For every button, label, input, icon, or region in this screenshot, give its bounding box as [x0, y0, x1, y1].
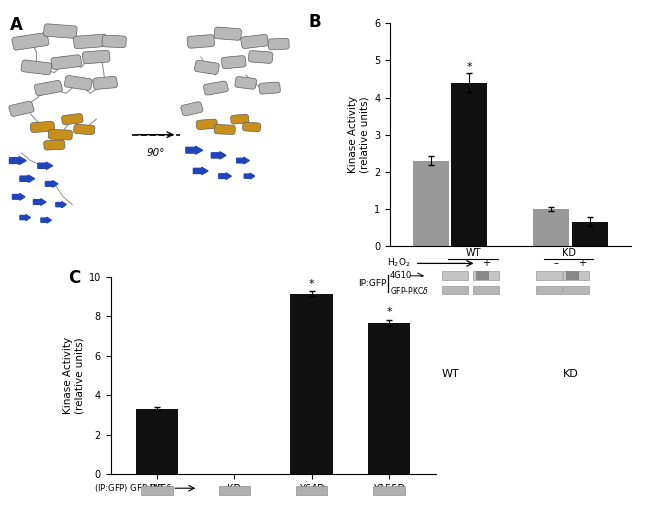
FancyArrow shape	[41, 217, 51, 223]
Text: IP:GFP: IP:GFP	[358, 279, 387, 288]
FancyBboxPatch shape	[242, 122, 261, 132]
Text: KD: KD	[562, 249, 576, 258]
Text: KD: KD	[562, 369, 578, 379]
Bar	[571, 222, 608, 246]
FancyArrow shape	[244, 173, 255, 179]
FancyArrow shape	[219, 173, 231, 179]
Bar	[136, 409, 178, 474]
FancyBboxPatch shape	[83, 50, 110, 64]
FancyArrow shape	[20, 175, 34, 182]
FancyBboxPatch shape	[214, 27, 242, 40]
FancyArrow shape	[10, 156, 26, 165]
FancyBboxPatch shape	[196, 119, 218, 130]
FancyBboxPatch shape	[62, 113, 83, 125]
Text: A: A	[10, 16, 22, 34]
FancyBboxPatch shape	[73, 124, 95, 135]
Text: (IP:GFP) GFP-PKC$\delta$: (IP:GFP) GFP-PKC$\delta$	[94, 482, 173, 494]
FancyArrow shape	[237, 157, 250, 164]
FancyBboxPatch shape	[44, 24, 77, 38]
Text: B: B	[309, 13, 321, 31]
FancyBboxPatch shape	[64, 76, 92, 90]
FancyBboxPatch shape	[268, 38, 289, 50]
FancyArrow shape	[211, 152, 226, 159]
FancyArrow shape	[38, 162, 53, 169]
Text: 90°: 90°	[147, 148, 165, 157]
Text: WT: WT	[465, 249, 481, 258]
FancyBboxPatch shape	[214, 124, 235, 135]
Bar	[368, 323, 410, 474]
FancyBboxPatch shape	[51, 55, 82, 69]
Text: 4G10: 4G10	[390, 271, 412, 280]
FancyBboxPatch shape	[9, 101, 34, 117]
FancyBboxPatch shape	[12, 33, 49, 50]
Y-axis label: Kinase Activity
(relative units): Kinase Activity (relative units)	[348, 96, 370, 173]
FancyBboxPatch shape	[34, 80, 62, 96]
FancyBboxPatch shape	[181, 102, 203, 116]
FancyBboxPatch shape	[102, 35, 126, 48]
FancyArrow shape	[194, 167, 208, 175]
FancyArrow shape	[186, 146, 203, 154]
Text: *: *	[467, 62, 472, 71]
FancyBboxPatch shape	[235, 77, 257, 89]
FancyBboxPatch shape	[93, 76, 118, 90]
Text: +: +	[482, 258, 490, 268]
Text: –: –	[554, 258, 559, 268]
Text: –: –	[458, 258, 463, 268]
Text: H$_2$O$_2$: H$_2$O$_2$	[387, 257, 410, 269]
FancyBboxPatch shape	[231, 114, 249, 124]
FancyBboxPatch shape	[222, 55, 246, 69]
FancyArrow shape	[12, 194, 25, 200]
FancyArrow shape	[56, 202, 66, 208]
Text: *: *	[309, 279, 315, 289]
Text: GFP-PKC$\delta$: GFP-PKC$\delta$	[390, 284, 429, 296]
FancyBboxPatch shape	[259, 82, 280, 94]
FancyBboxPatch shape	[187, 35, 214, 48]
FancyArrow shape	[33, 199, 46, 205]
FancyArrow shape	[20, 214, 31, 221]
Bar	[413, 161, 449, 246]
Bar	[291, 294, 333, 474]
FancyBboxPatch shape	[44, 140, 65, 150]
FancyBboxPatch shape	[194, 60, 219, 75]
Text: C: C	[68, 269, 81, 287]
Y-axis label: Kinase Activity
(relative units): Kinase Activity (relative units)	[63, 337, 84, 414]
FancyArrow shape	[46, 181, 58, 187]
Bar	[533, 209, 569, 246]
FancyBboxPatch shape	[73, 34, 107, 49]
FancyBboxPatch shape	[240, 34, 268, 49]
FancyBboxPatch shape	[203, 81, 228, 95]
Text: +: +	[578, 258, 586, 268]
FancyBboxPatch shape	[48, 130, 72, 140]
FancyBboxPatch shape	[30, 121, 55, 133]
Bar	[451, 83, 488, 246]
FancyBboxPatch shape	[21, 60, 52, 75]
FancyBboxPatch shape	[248, 51, 273, 63]
Text: *: *	[386, 308, 392, 318]
Text: WT: WT	[441, 369, 459, 379]
